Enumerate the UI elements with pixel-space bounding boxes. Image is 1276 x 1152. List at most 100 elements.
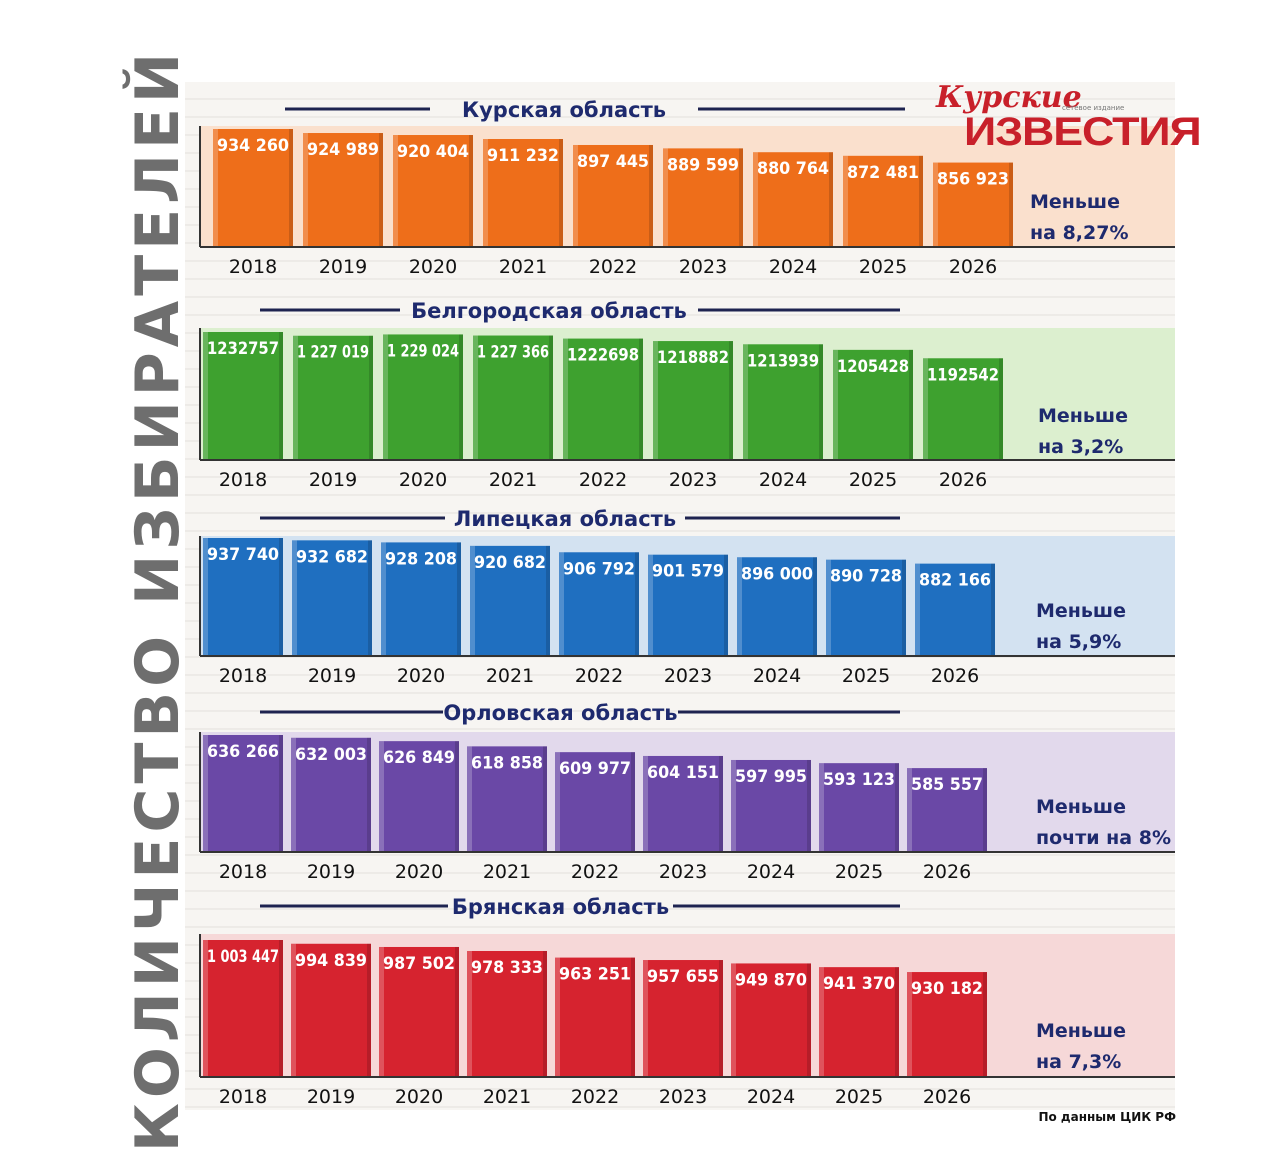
bar bbox=[643, 755, 723, 852]
bar-highlight bbox=[819, 967, 824, 1077]
bar bbox=[467, 746, 547, 852]
x-tick-label: 2022 bbox=[575, 665, 623, 687]
bar bbox=[563, 338, 643, 460]
data-label: 911 232 bbox=[487, 146, 559, 166]
bar-highlight bbox=[737, 557, 742, 656]
bar-highlight bbox=[473, 335, 478, 460]
bar bbox=[291, 737, 371, 852]
x-tick-label: 2023 bbox=[659, 861, 707, 883]
bar-highlight bbox=[203, 940, 208, 1077]
chart-title: Белгородская область bbox=[411, 299, 687, 323]
data-label: 896 000 bbox=[741, 564, 813, 584]
bar-highlight bbox=[731, 963, 736, 1077]
bar bbox=[467, 950, 547, 1077]
bar bbox=[743, 344, 823, 460]
x-tick-label: 2024 bbox=[747, 861, 795, 883]
bar bbox=[907, 972, 987, 1077]
x-tick-label: 2019 bbox=[307, 1086, 355, 1108]
bar-highlight bbox=[819, 763, 824, 852]
bar-shade bbox=[639, 338, 643, 460]
data-label: 882 166 bbox=[919, 571, 991, 591]
bar-highlight bbox=[203, 332, 208, 460]
bar-highlight bbox=[483, 138, 488, 247]
bar-shade bbox=[379, 133, 383, 247]
bar-shade bbox=[719, 755, 723, 852]
x-tick-label: 2019 bbox=[319, 256, 367, 278]
bar-shade bbox=[999, 358, 1003, 460]
bar bbox=[203, 332, 283, 460]
bar bbox=[203, 735, 283, 852]
bar bbox=[213, 129, 293, 247]
bar-highlight bbox=[555, 957, 560, 1077]
change-note: Меньше bbox=[1038, 405, 1128, 427]
x-tick-label: 2024 bbox=[753, 665, 801, 687]
data-label: 937 740 bbox=[207, 545, 279, 565]
x-tick-label: 2019 bbox=[308, 665, 356, 687]
x-tick-label: 2023 bbox=[659, 1086, 707, 1108]
bar-shade bbox=[902, 559, 906, 656]
x-tick-label: 2022 bbox=[589, 256, 637, 278]
data-label: 906 792 bbox=[563, 559, 635, 579]
data-label: 920 682 bbox=[474, 553, 546, 573]
bar-highlight bbox=[648, 554, 653, 656]
x-tick-label: 2018 bbox=[219, 1086, 267, 1108]
bar-shade bbox=[739, 148, 743, 247]
bar-shade bbox=[279, 735, 283, 852]
bar-highlight bbox=[381, 542, 386, 656]
x-tick-label: 2018 bbox=[219, 861, 267, 883]
bar bbox=[555, 957, 635, 1077]
data-label: 1222698 bbox=[567, 346, 639, 366]
bar-shade bbox=[289, 129, 293, 247]
data-label: 932 682 bbox=[296, 547, 368, 567]
bar-shade bbox=[368, 540, 372, 656]
data-label: 994 839 bbox=[295, 951, 367, 971]
bar bbox=[203, 538, 283, 656]
change-note: Меньше bbox=[1036, 1020, 1126, 1042]
bar-highlight bbox=[643, 755, 648, 852]
bar bbox=[573, 144, 653, 247]
bar bbox=[933, 162, 1013, 247]
bar-highlight bbox=[203, 735, 208, 852]
x-tick-label: 2018 bbox=[229, 256, 277, 278]
x-tick-label: 2026 bbox=[923, 1086, 971, 1108]
bar bbox=[379, 741, 459, 852]
data-label: 889 599 bbox=[667, 155, 739, 175]
bar bbox=[555, 752, 635, 852]
x-tick-label: 2026 bbox=[939, 469, 987, 491]
bar-highlight bbox=[213, 129, 218, 247]
bar-shade bbox=[724, 554, 728, 656]
x-tick-label: 2025 bbox=[842, 665, 890, 687]
bar-shade bbox=[367, 737, 371, 852]
data-label: 890 728 bbox=[830, 567, 902, 587]
data-label: 1 227 019 bbox=[297, 343, 369, 363]
x-tick-label: 2020 bbox=[399, 469, 447, 491]
bar bbox=[731, 963, 811, 1077]
data-label: 978 333 bbox=[471, 958, 543, 978]
bar-highlight bbox=[393, 135, 398, 247]
change-note: почти на 8% bbox=[1036, 827, 1171, 849]
bar-shade bbox=[807, 759, 811, 852]
bar-shade bbox=[279, 538, 283, 656]
x-tick-label: 2024 bbox=[759, 469, 807, 491]
bar-shade bbox=[469, 135, 473, 247]
x-tick-label: 2022 bbox=[571, 1086, 619, 1108]
bar-highlight bbox=[383, 334, 388, 460]
bar-shade bbox=[819, 344, 823, 460]
bar-shade bbox=[895, 967, 899, 1077]
chart-title: Брянская область bbox=[452, 895, 669, 919]
change-note: Меньше bbox=[1036, 600, 1126, 622]
bar-shade bbox=[991, 563, 995, 656]
change-note: Меньше bbox=[1036, 796, 1126, 818]
bar-highlight bbox=[379, 741, 384, 852]
bar bbox=[203, 940, 283, 1077]
bar-shade bbox=[546, 545, 550, 656]
bar-shade bbox=[813, 557, 817, 656]
bar-shade bbox=[895, 763, 899, 852]
bar bbox=[907, 768, 987, 852]
bar bbox=[753, 152, 833, 247]
bar-highlight bbox=[915, 563, 920, 656]
bar bbox=[393, 135, 473, 247]
x-tick-label: 2025 bbox=[849, 469, 897, 491]
bar bbox=[923, 358, 1003, 460]
